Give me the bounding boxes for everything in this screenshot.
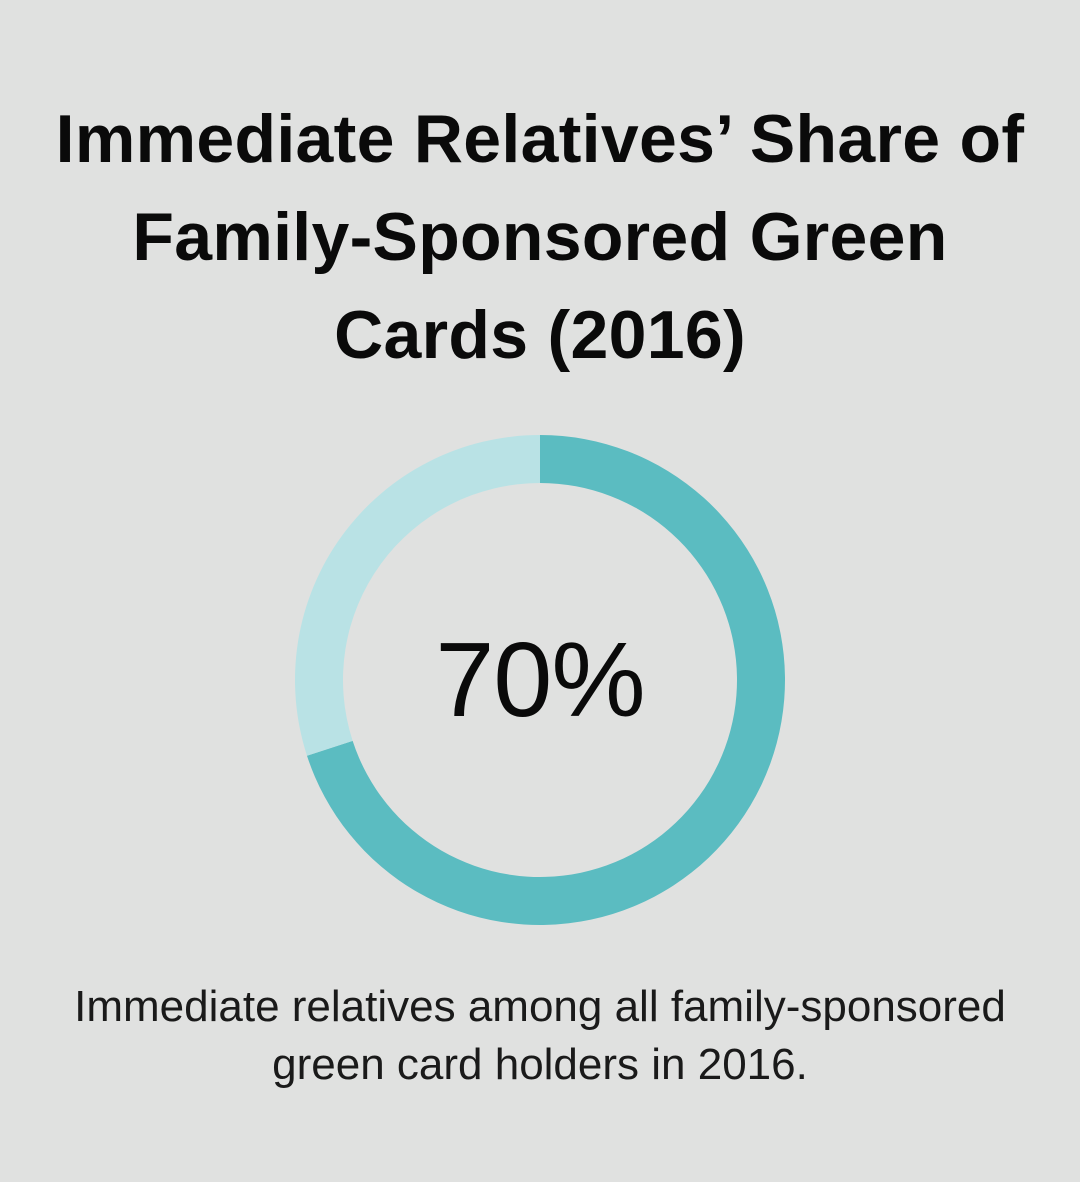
donut-chart: 70%: [290, 430, 790, 930]
chart-title: Immediate Relatives’ Share of Family-Spo…: [55, 101, 1025, 373]
donut-slice-2: [294, 435, 540, 756]
donut-svg: [294, 435, 785, 925]
center-value-label: 70%: [435, 620, 645, 739]
chart-caption: Immediate relatives among all family-spo…: [74, 982, 1006, 1089]
